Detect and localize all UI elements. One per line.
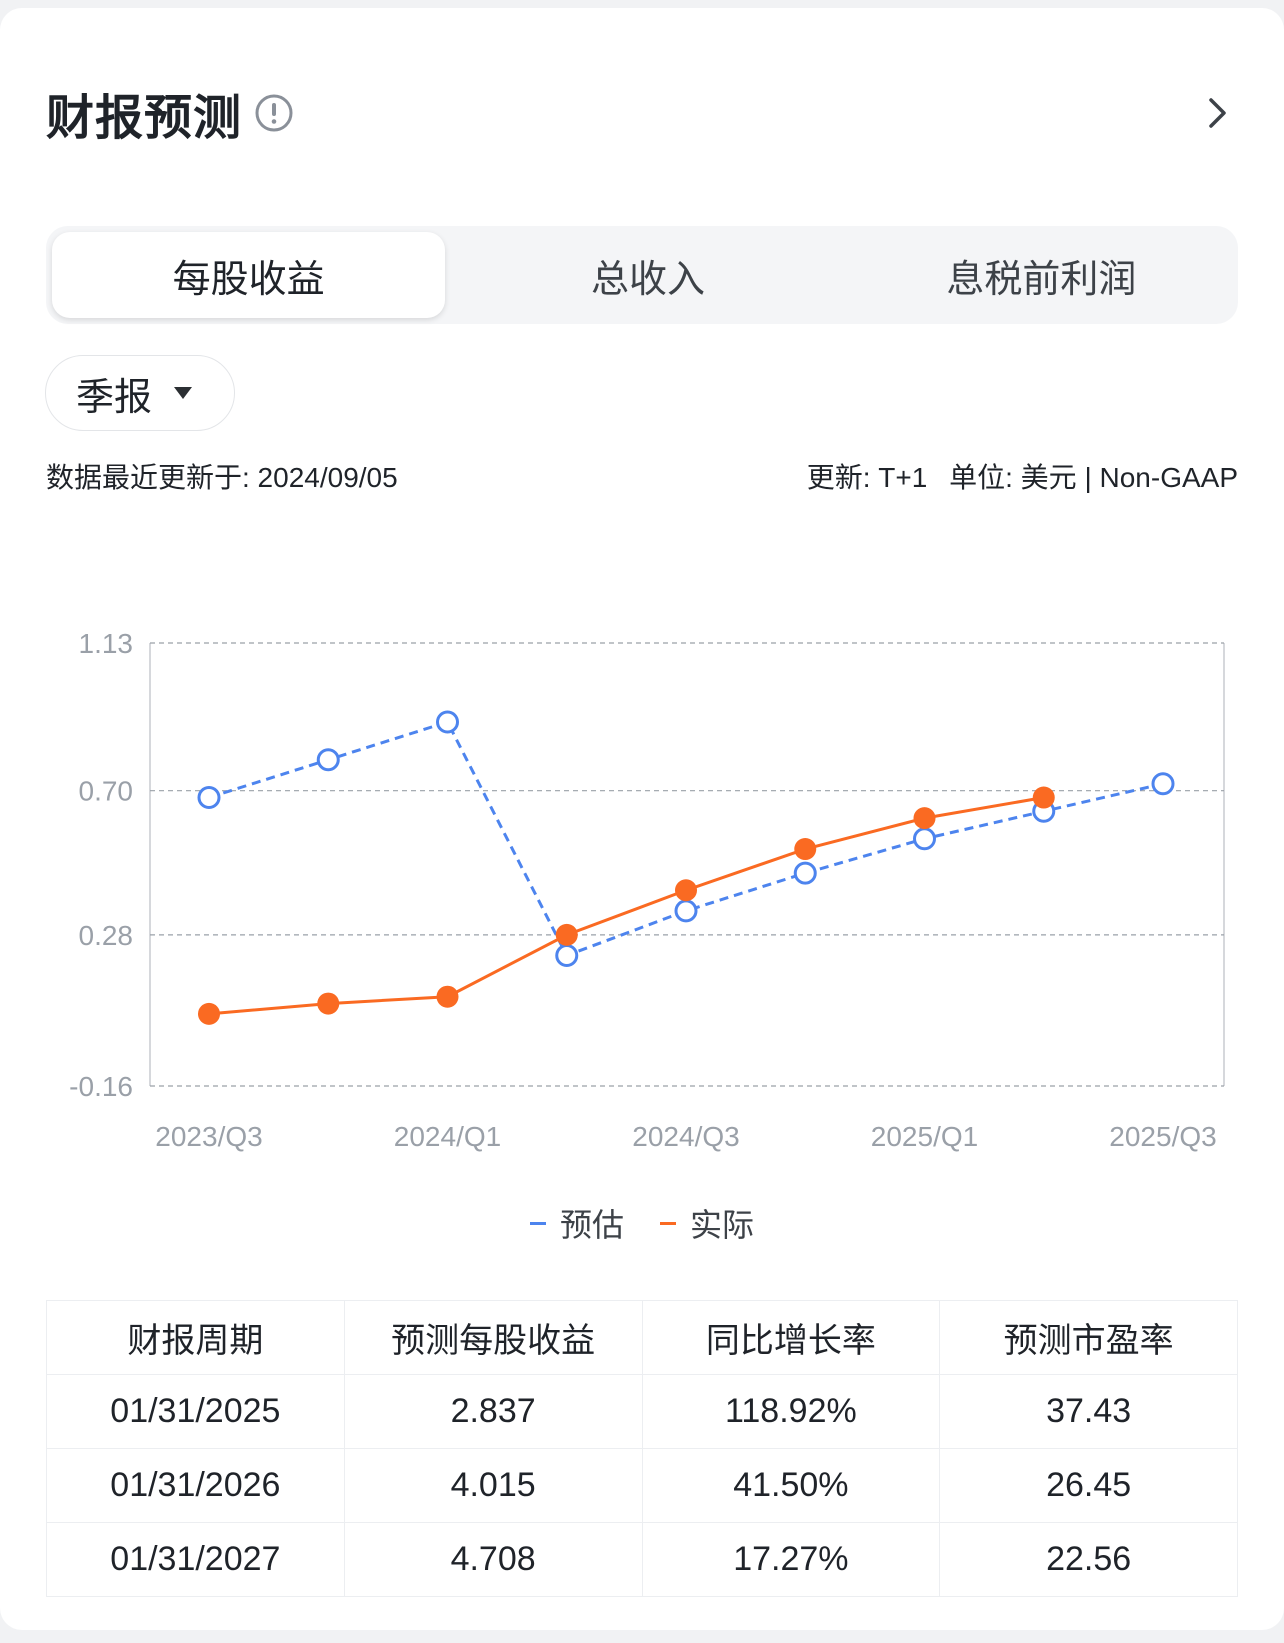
legend-swatch-estimate <box>529 1221 546 1225</box>
table-cell: 37.43 <box>939 1374 1238 1449</box>
y-tick-label: -0.16 <box>69 1071 133 1102</box>
data-point-actual <box>436 985 459 1008</box>
page-title: 财报预测 <box>46 92 243 145</box>
table-cell: 22.56 <box>939 1522 1238 1597</box>
chevron-right-icon[interactable] <box>1202 92 1232 134</box>
last-updated-text: 数据最近更新于: 2024/09/05 <box>46 462 398 493</box>
period-select-value: 季报 <box>76 376 153 419</box>
data-point-estimate <box>436 710 459 734</box>
table-header-cell: 预测每股收益 <box>343 1300 643 1375</box>
unit-text: 单位: 美元 | Non-GAAP <box>949 462 1238 493</box>
forecast-table: 财报周期 预测每股收益 同比增长率 预测市盈率 01/31/2025 2.837… <box>46 1300 1238 1597</box>
metric-tabs: 每股收益 总收入 息税前利润 <box>46 226 1238 324</box>
data-point-estimate <box>316 748 340 772</box>
period-select[interactable]: 季报 <box>45 355 235 431</box>
info-circle-icon[interactable] <box>254 93 294 133</box>
series-line-estimate <box>208 720 1164 958</box>
data-point-actual <box>198 1002 220 1025</box>
data-point-estimate <box>793 861 817 885</box>
table-header-cell: 同比增长率 <box>641 1300 941 1375</box>
data-point-estimate <box>1151 772 1175 796</box>
data-point-actual <box>913 807 936 830</box>
y-tick-label: 0.28 <box>79 920 134 951</box>
caret-down-icon <box>174 387 193 399</box>
data-point-actual <box>555 923 578 946</box>
table-cell: 118.92% <box>641 1374 941 1449</box>
x-tick-label: 2024/Q1 <box>394 1121 501 1152</box>
x-tick-label: 2024/Q3 <box>632 1121 739 1152</box>
data-point-estimate <box>197 786 221 810</box>
data-point-estimate <box>555 944 579 968</box>
data-point-estimate <box>913 827 936 851</box>
table-cell: 17.27% <box>641 1522 941 1597</box>
table-header-cell: 财报周期 <box>46 1300 345 1375</box>
data-point-actual <box>675 879 697 902</box>
tab-revenue[interactable]: 总收入 <box>590 258 705 301</box>
eps-line-chart: 1.13 0.70 0.28 -0.16 2023/Q3 2024/Q1 2024/Q3 20… <box>69 628 1225 1152</box>
data-point-actual <box>317 992 340 1015</box>
table-row: 01/31/2025 2.837 118.92% 37.43 <box>46 1374 1238 1449</box>
table-cell: 4.708 <box>343 1522 643 1597</box>
table-row: 01/31/2026 4.015 41.50% 26.45 <box>46 1448 1238 1523</box>
meta-info: 更新: T+1 单位: 美元 | Non-GAAP <box>793 456 1238 496</box>
table-cell: 01/31/2025 <box>46 1374 345 1449</box>
table-row: 01/31/2027 4.708 17.27% 22.56 <box>46 1522 1238 1597</box>
y-tick-label: 1.13 <box>79 628 134 659</box>
data-point-estimate <box>674 899 698 923</box>
legend-label-actual: 实际 <box>690 1207 755 1243</box>
y-tick-label: 0.70 <box>79 776 134 807</box>
legend-item-estimate[interactable]: 预估 <box>529 1200 624 1246</box>
table-cell: 01/31/2027 <box>46 1522 345 1597</box>
chart-legend: 预估 实际 <box>0 1200 1284 1246</box>
x-tick-label: 2023/Q3 <box>155 1121 262 1152</box>
x-tick-label: 2025/Q1 <box>871 1121 978 1152</box>
card-header: 财报预测 <box>46 78 294 148</box>
series-line-actual <box>208 796 1045 1016</box>
x-tick-label: 2025/Q3 <box>1109 1121 1216 1152</box>
legend-swatch-actual <box>660 1221 676 1225</box>
tab-ebit[interactable]: 息税前利润 <box>946 258 1137 301</box>
legend-label-estimate: 预估 <box>559 1207 624 1243</box>
table-cell: 26.45 <box>939 1448 1238 1523</box>
tab-eps[interactable]: 每股收益 <box>52 232 446 318</box>
table-cell: 2.837 <box>343 1374 643 1449</box>
legend-item-actual[interactable]: 实际 <box>660 1200 754 1246</box>
forecast-card: 财报预测 每股收益 总收入 息税前利润 季报 数据最近更新于: 2024/09/… <box>0 8 1284 1630</box>
update-frequency-text: 更新: T+1 <box>806 462 928 493</box>
data-point-actual <box>794 838 817 861</box>
data-point-actual <box>1032 786 1055 809</box>
table-cell: 41.50% <box>641 1448 941 1523</box>
table-header-row: 财报周期 预测每股收益 同比增长率 预测市盈率 <box>46 1300 1238 1375</box>
table-cell: 01/31/2026 <box>46 1448 345 1523</box>
table-cell: 4.015 <box>343 1448 643 1523</box>
table-header-cell: 预测市盈率 <box>939 1300 1238 1375</box>
